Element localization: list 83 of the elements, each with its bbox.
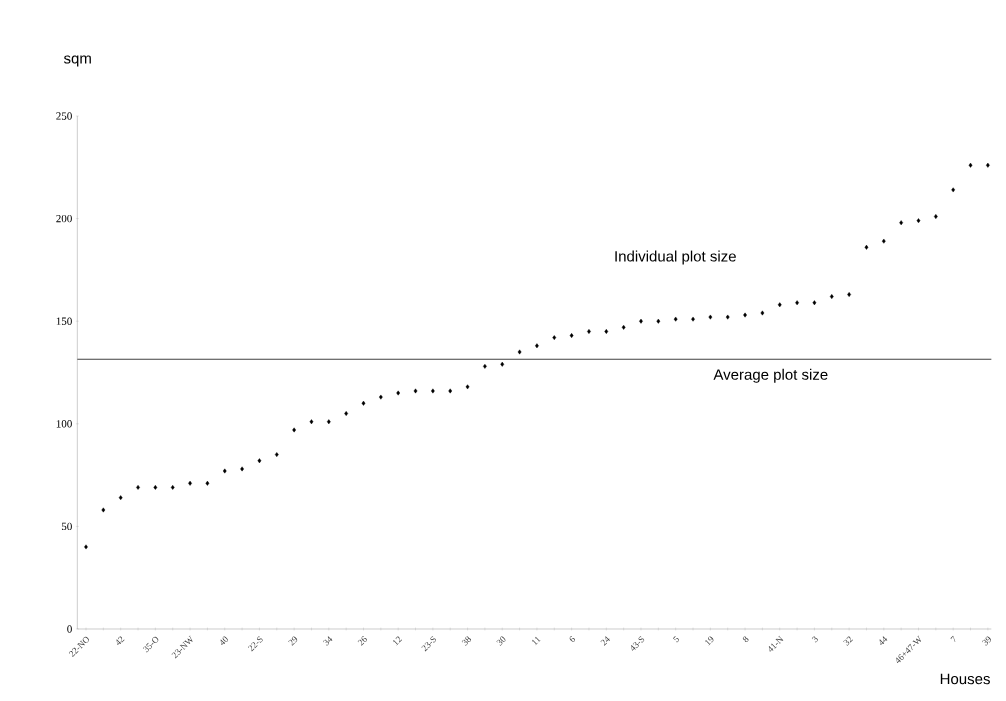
point — [587, 329, 591, 334]
point — [829, 294, 834, 299]
point — [136, 485, 140, 490]
point — [708, 314, 713, 320]
point — [170, 485, 175, 490]
point — [361, 400, 366, 406]
point — [968, 162, 973, 168]
point — [188, 480, 192, 486]
point — [604, 329, 609, 334]
y-tick-label: 100 — [56, 420, 72, 428]
point — [986, 162, 990, 168]
x-tick-label: 8 — [742, 636, 749, 643]
x-tick-label: 39 — [982, 636, 991, 646]
point — [847, 292, 851, 297]
x-tick-label: 42 — [116, 636, 125, 646]
point — [84, 544, 88, 550]
point — [240, 466, 244, 472]
point — [118, 495, 123, 501]
point — [569, 333, 574, 338]
y-tick-label: 150 — [56, 317, 72, 325]
x-axis-title: Houses — [940, 673, 990, 685]
point — [864, 244, 869, 250]
x-tick-label: 6 — [569, 636, 576, 642]
x-tick-label: 7 — [950, 635, 956, 643]
point — [639, 318, 643, 324]
x-tick-label: 43-S — [631, 636, 645, 651]
point — [205, 480, 210, 486]
point — [673, 316, 678, 322]
point — [552, 335, 557, 341]
point — [309, 419, 314, 425]
x-tick-label: 30 — [496, 636, 506, 646]
point — [326, 419, 331, 425]
x-tick-label: 40 — [220, 636, 228, 646]
point — [916, 218, 921, 224]
point — [292, 427, 296, 433]
point — [535, 343, 539, 349]
point — [222, 468, 227, 474]
point — [274, 452, 279, 457]
x-tick-label: 32 — [843, 636, 853, 646]
point — [378, 394, 383, 400]
y-tick-label: 0 — [67, 625, 72, 633]
x-tick-label: 44 — [879, 636, 888, 645]
point — [743, 312, 747, 318]
point — [725, 314, 730, 320]
x-tick-label: 26 — [357, 636, 367, 646]
x-tick-label: 19 — [705, 636, 714, 646]
point — [344, 411, 349, 416]
x-tick-label: 34 — [323, 636, 333, 646]
point — [153, 485, 158, 490]
point — [656, 318, 661, 324]
point — [812, 300, 817, 306]
point — [465, 384, 470, 390]
point — [881, 238, 886, 244]
point — [951, 187, 956, 193]
x-tick-label: 5 — [673, 636, 679, 643]
x-tick-label: 24 — [600, 636, 610, 646]
y-tick-label: 200 — [56, 214, 72, 223]
point — [500, 361, 505, 367]
x-tick-label: 11 — [532, 636, 541, 646]
point — [777, 302, 782, 308]
point — [795, 300, 799, 306]
y-tick-label: 50 — [61, 522, 72, 531]
point — [691, 316, 695, 322]
point — [413, 388, 418, 394]
point — [621, 324, 626, 330]
x-tick-label: 38 — [461, 636, 471, 646]
point — [760, 310, 765, 316]
annotation: Individual plot size — [615, 250, 736, 265]
point — [933, 214, 938, 219]
point — [483, 363, 487, 369]
x-tick-label: 12 — [393, 636, 403, 646]
ref-line-label: Average plot size — [713, 368, 828, 383]
x-tick-label: 3 — [811, 636, 818, 643]
point — [396, 390, 401, 396]
point — [899, 220, 903, 226]
x-tick-label: 29 — [288, 636, 298, 646]
point — [517, 349, 522, 355]
point — [101, 507, 106, 513]
y-axis-title: sqm — [63, 55, 91, 67]
y-tick-label: 250 — [56, 112, 72, 120]
point — [257, 458, 262, 464]
point — [431, 388, 435, 394]
point — [448, 388, 453, 394]
